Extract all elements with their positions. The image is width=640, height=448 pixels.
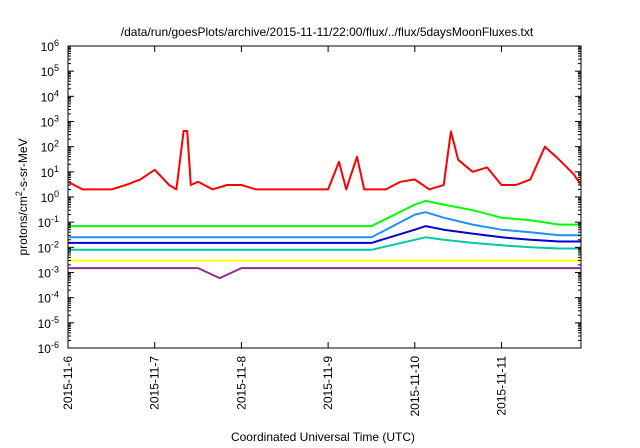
y-axis-label-rest: -s-sr-MeV [16, 138, 30, 191]
x-tick-label: 2015-11-8 [234, 356, 248, 410]
series-line-3 [68, 211, 581, 239]
y-axis-label-sup: 2 [14, 191, 24, 196]
series-line-7 [68, 267, 581, 280]
y-tick-label: 100 [41, 189, 59, 205]
y-tick-label: 10-5 [38, 315, 59, 331]
x-tick-label: 2015-11-11 [495, 356, 509, 416]
plot-area: 10-6 10-5 10-4 10-3 10-2 10-1 100 101 102 103 104 1… [38, 38, 582, 417]
x-axis-label: Coordinated Universal Time (UTC) [231, 430, 415, 444]
chart-title: /data/run/goesPlots/archive/2015-11-11/2… [121, 25, 534, 39]
y-tick-label: 104 [41, 88, 59, 104]
x-tick-label: 2015-11-10 [408, 356, 422, 417]
y-tick-label: 105 [41, 63, 59, 79]
y-tick-label: 101 [41, 164, 59, 180]
series-layer [67, 130, 582, 280]
y-tick-label: 10-2 [38, 239, 59, 255]
series-line-4 [68, 236, 581, 251]
y-tick-label: 10-4 [38, 290, 59, 306]
plot-frame [67, 45, 582, 349]
y-tick-label: 103 [41, 114, 59, 130]
y-tick-label: 10-1 [38, 214, 59, 230]
y-tick-label: 102 [41, 139, 59, 155]
y-tick-label: 10-6 [38, 340, 59, 356]
x-tick-label: 2015-11-6 [61, 356, 75, 410]
x-tick-label: 2015-11-7 [148, 356, 162, 410]
series-line-2 [68, 199, 581, 228]
y-axis: 10-6 10-5 10-4 10-3 10-2 10-1 100 101 102 103 104 1… [38, 38, 581, 356]
y-tick-label: 106 [41, 38, 59, 54]
x-tick-label: 2015-11-9 [321, 356, 335, 410]
y-axis-label: protons/cm2-s-sr-MeV [14, 138, 30, 255]
series-line-1 [67, 130, 582, 191]
y-tick-label: 10-3 [38, 265, 59, 281]
x-axis: 2015-11-6 2015-11-7 2015-11-8 2015-11-9 2015… [61, 46, 509, 417]
y-axis-label-base: protons/cm [16, 196, 30, 255]
series-line-5 [68, 225, 581, 244]
